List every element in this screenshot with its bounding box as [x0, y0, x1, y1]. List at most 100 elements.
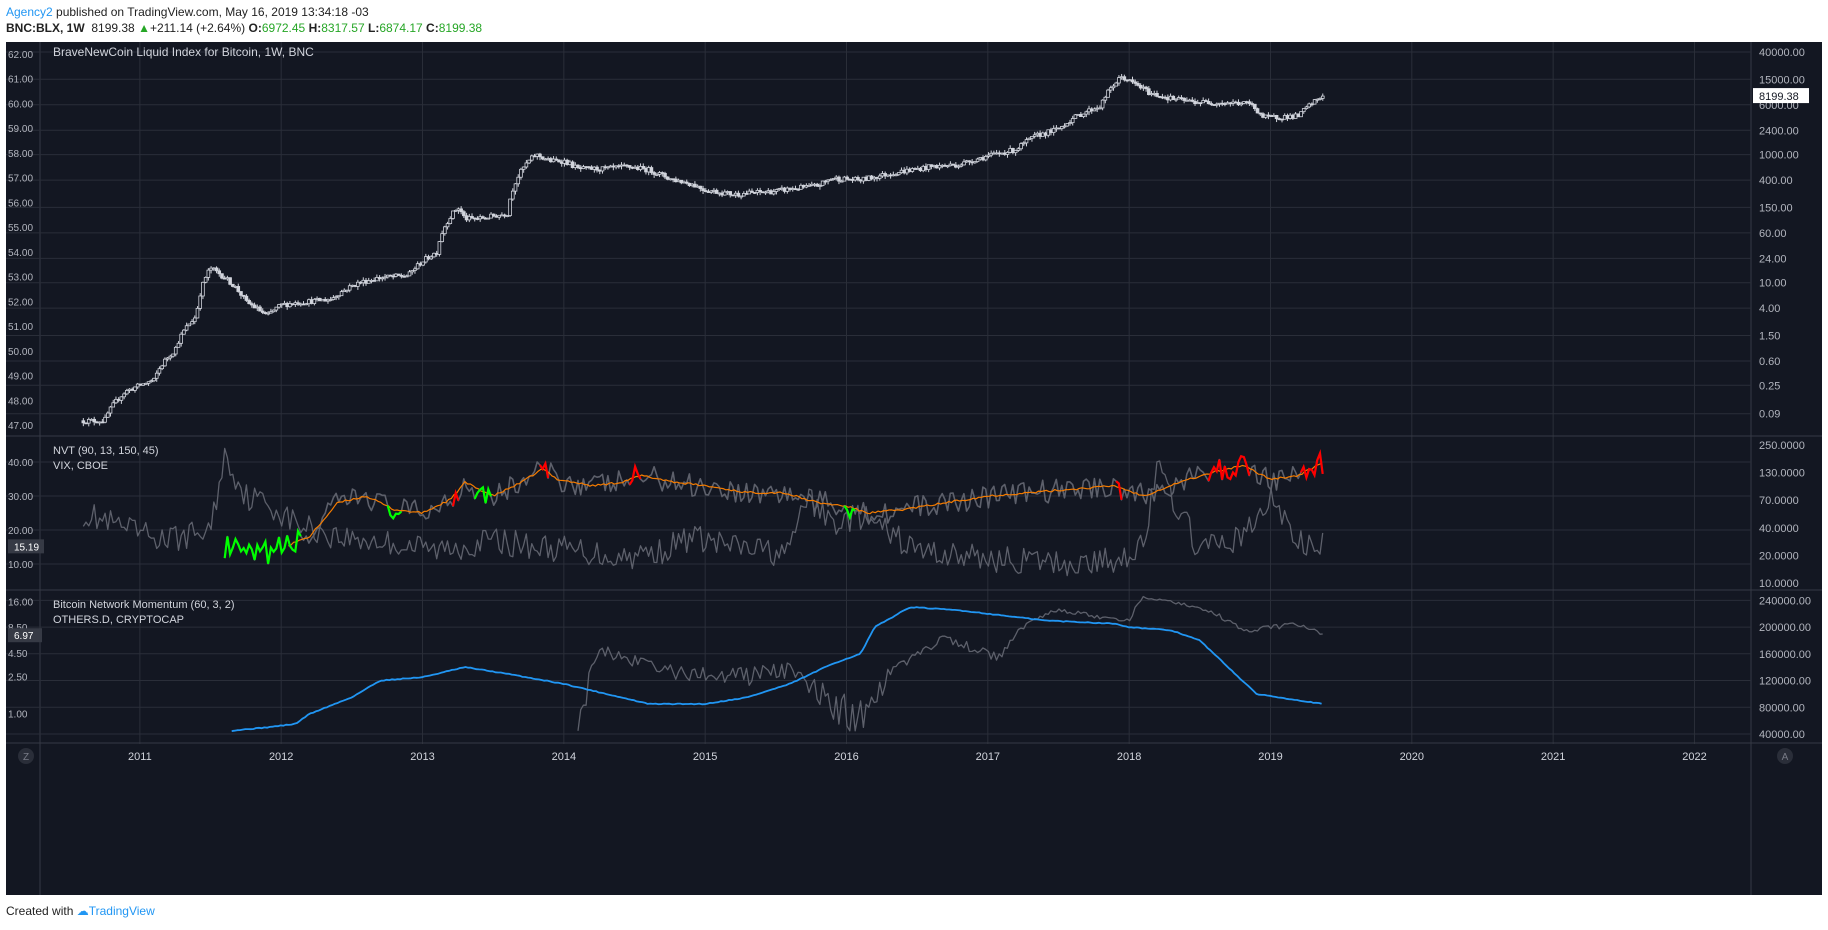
candle-body — [722, 191, 727, 196]
network-momentum-line — [231, 606, 1322, 732]
candle-body — [103, 416, 107, 423]
momentum-right-tick: 200000.00 — [1759, 622, 1811, 634]
candle-body — [1100, 99, 1105, 109]
candle-body — [818, 185, 822, 187]
left-axis-tick: 62.00 — [8, 50, 33, 61]
chart-container[interactable]: 40000.00 15000.00 6000.00 2400.00 1000.00 400… — [6, 42, 1822, 900]
candle-body — [641, 166, 646, 169]
candle-body — [1320, 95, 1325, 99]
candle-body — [1027, 137, 1032, 140]
open-label: O: — [248, 21, 262, 35]
candle-body — [1065, 123, 1070, 127]
candle-body — [451, 210, 455, 219]
candle-body — [877, 175, 882, 179]
candle-body — [1024, 139, 1029, 144]
left-axis-tick: 57.00 — [8, 174, 33, 185]
candle-body — [331, 297, 336, 300]
candle-body — [146, 381, 151, 384]
candle-body — [894, 174, 898, 177]
nvt-right-tick: 250.0000 — [1759, 440, 1805, 452]
x-axis-year-label: 2014 — [552, 751, 576, 763]
candle-body — [1138, 84, 1143, 89]
candle-body — [1318, 98, 1322, 100]
candle-body — [703, 190, 708, 192]
candle-body — [440, 233, 444, 242]
candle-body — [157, 368, 162, 374]
candle-body — [81, 420, 86, 424]
left-axis-tick: 53.00 — [8, 273, 33, 284]
candle-body — [413, 268, 417, 271]
left-axis-tick: 55.00 — [8, 223, 33, 234]
auto-scale-button[interactable] — [1777, 748, 1793, 764]
candle-body — [347, 285, 352, 291]
candle-body — [176, 342, 181, 348]
candle-body — [424, 256, 428, 263]
left-axis-tick: 52.00 — [8, 297, 33, 308]
candle-body — [187, 323, 192, 327]
candle-body — [266, 312, 270, 315]
candle-body — [820, 180, 825, 186]
candle-body — [1171, 95, 1176, 100]
candle-body — [983, 156, 988, 161]
candle-body — [839, 180, 844, 183]
price-axis-tick: 60.00 — [1759, 228, 1787, 240]
candle-body — [247, 300, 251, 305]
nvt-signal-line — [288, 463, 1322, 547]
chart-svg[interactable]: 40000.0015000.006000.002400.001000.00400… — [6, 42, 1822, 895]
candle-body — [1051, 128, 1056, 133]
nvt-high-zone-line — [628, 462, 642, 486]
candle-body — [239, 291, 243, 296]
candle-body — [1274, 114, 1279, 120]
candle-body — [505, 215, 510, 217]
nvt-low-zone-line — [473, 485, 493, 504]
candle-body — [182, 329, 186, 335]
candle-body — [1190, 99, 1195, 102]
left-axis-tick: 60.00 — [8, 99, 33, 110]
candle-body — [375, 277, 379, 282]
candle-body — [698, 185, 703, 189]
candle-body — [521, 166, 526, 170]
author-link[interactable]: Agency2 — [6, 5, 53, 19]
x-axis-year-label: 2015 — [693, 751, 717, 763]
candle-body — [1155, 92, 1159, 97]
tradingview-logo-icon[interactable]: ☁ — [76, 904, 89, 918]
pane3-subtitle: OTHERS.D, CRYPTOCAP — [53, 614, 184, 626]
candle-body — [122, 393, 126, 398]
candle-body — [415, 263, 420, 270]
chart-background — [6, 42, 1822, 895]
zoom-button[interactable] — [18, 748, 34, 764]
up-arrow-icon: ▲ — [138, 21, 150, 35]
created-with-text: Created with — [6, 904, 74, 918]
tradingview-brand[interactable]: TradingView — [88, 904, 155, 918]
others-dominance-line — [577, 595, 1323, 732]
price-axis-tick: 1000.00 — [1759, 150, 1799, 162]
candle-body — [486, 217, 491, 220]
pane1-title: BraveNewCoin Liquid Index for Bitcoin, 1… — [53, 45, 314, 59]
candle-body — [1073, 114, 1078, 119]
candle-body — [258, 306, 262, 312]
nvt-high-zone-line — [1115, 480, 1123, 500]
candle-body — [149, 380, 154, 383]
candle-body — [459, 208, 463, 213]
candle-body — [203, 277, 208, 283]
x-axis-year-label: 2012 — [269, 751, 293, 763]
ohlc-line: BNC:BLX, 1W 8199.38 ▲+211.14 (+2.64%) O:… — [6, 21, 482, 35]
candle-body — [152, 377, 156, 382]
candle-body — [1108, 87, 1113, 91]
price-axis-tick: 0.25 — [1759, 380, 1780, 392]
candle-body — [217, 270, 222, 275]
candle-body — [86, 419, 91, 424]
candle-body — [595, 166, 599, 171]
candle-body — [244, 295, 249, 301]
candle-body — [231, 283, 235, 287]
candle-body — [829, 179, 833, 181]
x-axis-year-label: 2016 — [834, 751, 858, 763]
candle-body — [967, 160, 972, 163]
left-axis-tick: 51.00 — [8, 322, 33, 333]
candle-body — [190, 321, 194, 325]
x-axis-year-label: 2017 — [976, 751, 1000, 763]
candle-body — [576, 164, 580, 169]
candle-body — [693, 183, 697, 188]
candle-body — [663, 172, 667, 178]
candle-body — [445, 223, 450, 228]
